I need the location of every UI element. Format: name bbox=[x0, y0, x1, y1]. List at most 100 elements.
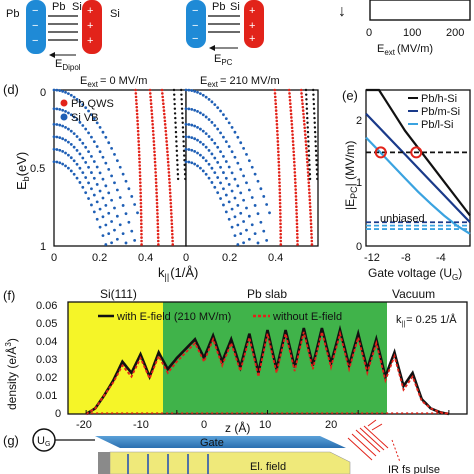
si-vb-point bbox=[101, 177, 105, 181]
si-vb-point bbox=[101, 196, 105, 200]
si-vb-point bbox=[187, 148, 191, 151]
pb-qws-point bbox=[310, 239, 314, 243]
svg-text:-4: -4 bbox=[436, 252, 446, 264]
pb-qws-point bbox=[278, 177, 281, 181]
si-vb-point bbox=[98, 125, 102, 129]
gate-line-2 bbox=[365, 136, 471, 235]
svg-text:−: − bbox=[192, 33, 198, 45]
si-vb-point bbox=[199, 127, 202, 131]
pb-qws-point bbox=[170, 212, 173, 215]
si-vb-point bbox=[67, 153, 70, 157]
svg-text:-12: -12 bbox=[364, 252, 380, 264]
si-vb-point bbox=[87, 181, 90, 185]
si-vb-point bbox=[187, 88, 191, 92]
panel-f-yticks: 0 0.01 0.02 0.03 0.04 0.05 0.06 bbox=[36, 300, 61, 420]
si-vb-point bbox=[213, 141, 217, 145]
si-vb-point bbox=[55, 160, 59, 164]
si-vb-point bbox=[90, 113, 93, 117]
si-vb-point bbox=[101, 215, 105, 219]
pb-qws-point bbox=[309, 219, 313, 222]
si-vb-point bbox=[55, 148, 59, 151]
si-vb-point bbox=[92, 160, 96, 163]
pb-qws-point bbox=[291, 129, 294, 133]
legend-h-si: Pb/h-Si bbox=[421, 93, 457, 105]
panel-f-xlabel: z (Å) bbox=[225, 420, 250, 435]
pb-qws-point bbox=[168, 181, 171, 184]
pb-qws-point bbox=[303, 123, 306, 126]
si-vb-point bbox=[190, 123, 194, 127]
si-vb-point bbox=[247, 237, 251, 241]
pb-qws-point bbox=[293, 174, 297, 178]
pb-qws-point bbox=[152, 140, 156, 143]
si-vb-point bbox=[98, 207, 102, 211]
extra-band-point bbox=[314, 135, 317, 138]
top-left-pb-label: Pb bbox=[6, 8, 19, 20]
si-vb-point bbox=[75, 97, 79, 101]
pb-qws-point bbox=[150, 112, 154, 116]
pb-qws-point bbox=[277, 153, 280, 157]
pb-qws-point bbox=[293, 167, 296, 171]
pb-qws-point bbox=[153, 150, 156, 154]
svg-text:0: 0 bbox=[201, 419, 207, 431]
pb-qws-point bbox=[168, 177, 171, 181]
si-vb-point bbox=[268, 211, 271, 215]
top-left-pb-small: Pb bbox=[52, 1, 65, 13]
pb-qws-point bbox=[139, 195, 143, 198]
pb-qws-point bbox=[289, 102, 292, 106]
extra-band-point bbox=[173, 112, 177, 115]
si-vb-point bbox=[75, 176, 79, 180]
pb-qws-point bbox=[165, 143, 169, 147]
si-vb-point bbox=[245, 206, 248, 210]
pb-qws-point bbox=[294, 191, 298, 195]
extra-band-point bbox=[314, 140, 317, 143]
si-vb-point bbox=[101, 130, 105, 134]
pb-qws-point bbox=[279, 219, 282, 222]
panel-c-ticks: 0 100 200 bbox=[366, 27, 464, 39]
svg-text:0.05: 0.05 bbox=[36, 318, 57, 330]
svg-text:+: + bbox=[87, 35, 93, 47]
panel-c-marker: ↓ bbox=[338, 3, 346, 20]
si-vb-point bbox=[98, 150, 102, 154]
si-vb-point bbox=[92, 193, 96, 197]
extra-band-point bbox=[181, 116, 184, 120]
pb-qws-point bbox=[164, 126, 167, 130]
si-vb-point bbox=[233, 177, 237, 181]
extra-band-point bbox=[174, 126, 177, 129]
extra-band-point bbox=[176, 163, 179, 167]
si-vb-point bbox=[245, 228, 248, 232]
si-vb-point bbox=[127, 220, 131, 224]
svg-text:−: − bbox=[32, 20, 38, 32]
si-vb-point bbox=[87, 197, 90, 200]
si-vb-point bbox=[207, 162, 211, 166]
si-vb-point bbox=[190, 136, 194, 140]
pb-qws-point bbox=[171, 243, 175, 246]
pb-qws-point bbox=[165, 147, 169, 150]
svg-text:0.2: 0.2 bbox=[222, 252, 237, 264]
legend-si-vb-label: Si VB bbox=[71, 112, 99, 124]
si-vb-point bbox=[107, 232, 111, 236]
si-vb-point bbox=[201, 143, 205, 146]
si-vb-point bbox=[196, 151, 199, 155]
pb-qws-point bbox=[278, 188, 282, 191]
panel-d-title-right: Eext = 210 MV/m bbox=[200, 75, 280, 89]
si-vb-point bbox=[219, 197, 222, 200]
pb-qws-point bbox=[279, 243, 283, 246]
si-vb-point bbox=[199, 111, 202, 115]
si-vb-point bbox=[187, 107, 191, 111]
svg-text:0.01: 0.01 bbox=[36, 390, 57, 402]
pb-qws-point bbox=[138, 167, 142, 171]
pb-qws-point bbox=[290, 126, 294, 130]
panel-g-label: (g) bbox=[3, 433, 19, 448]
panel-e-ylabel: |EPC| (MV/m) bbox=[343, 141, 359, 210]
pc-field-label: EPC bbox=[214, 53, 233, 67]
extra-band-point bbox=[315, 159, 318, 162]
si-vb-point bbox=[115, 237, 119, 241]
si-vb-point bbox=[61, 124, 65, 128]
si-vb-point bbox=[190, 161, 194, 165]
region-si bbox=[68, 302, 163, 414]
si-vb-point bbox=[227, 121, 231, 125]
si-vb-point bbox=[204, 172, 208, 176]
gate-label: Gate bbox=[200, 437, 224, 449]
si-vb-point bbox=[107, 211, 111, 215]
pb-qws-point bbox=[155, 201, 159, 205]
